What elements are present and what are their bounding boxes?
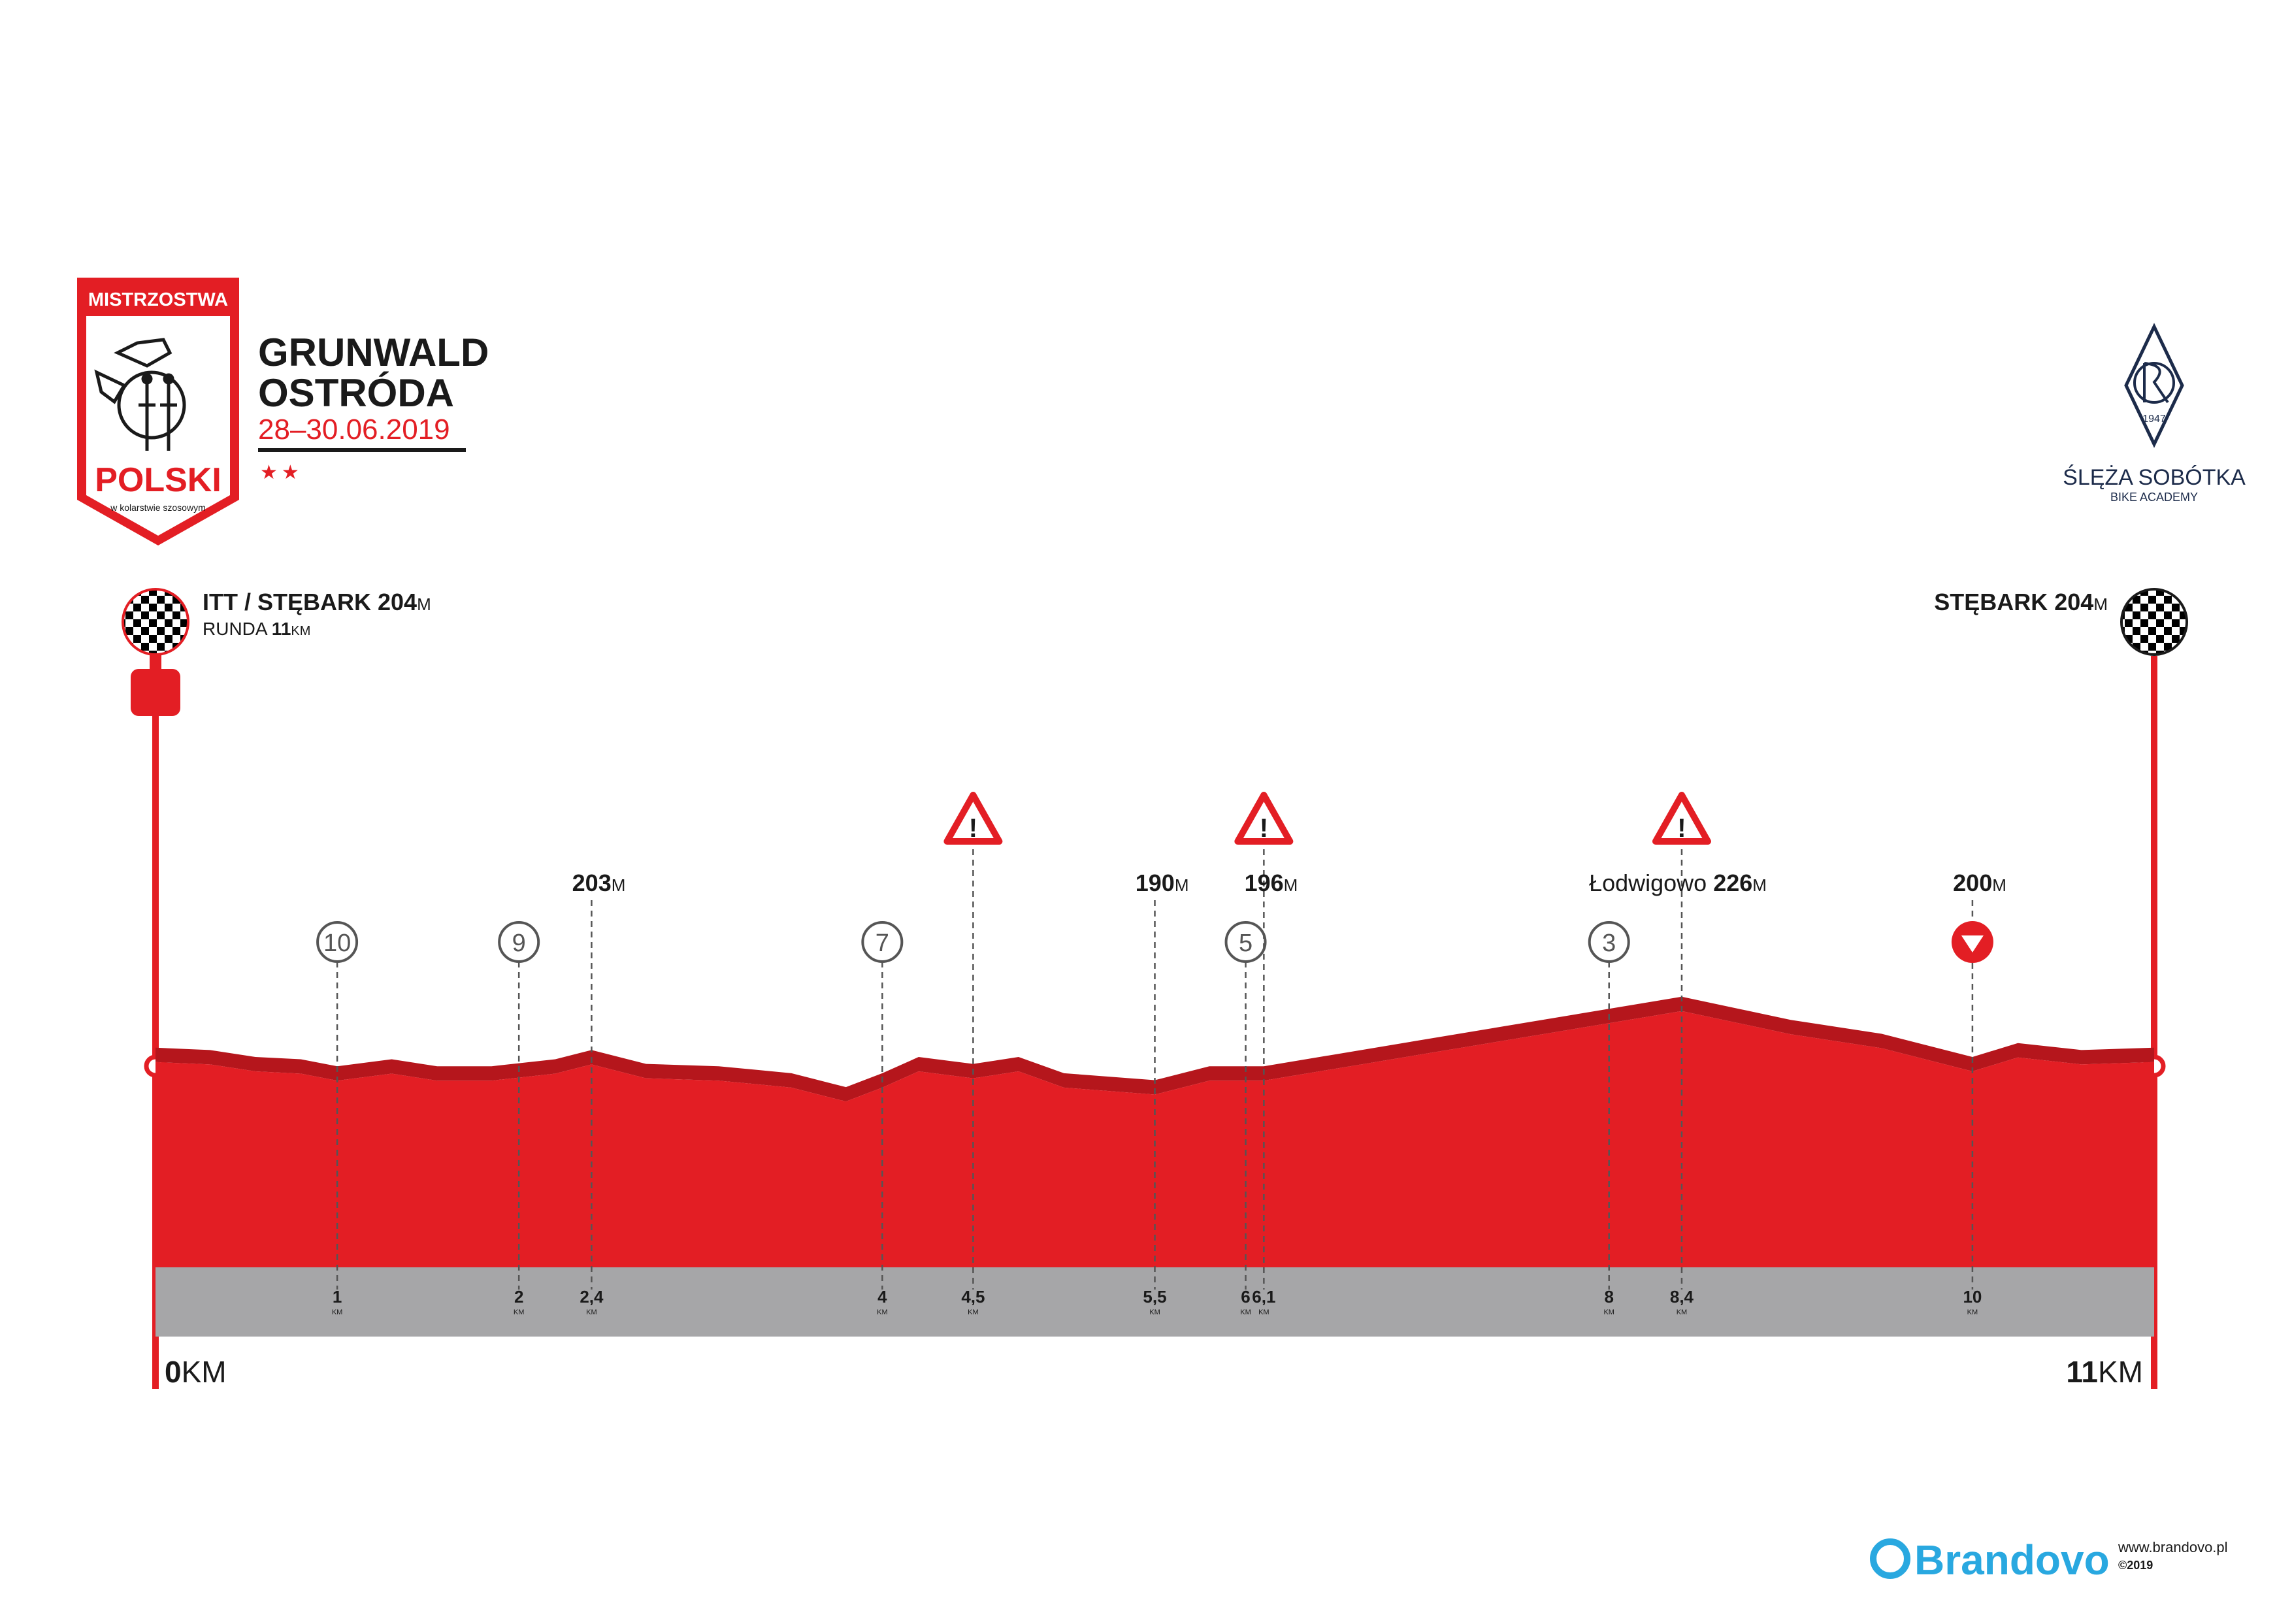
tick-unit: KM bbox=[514, 1308, 525, 1316]
elevation-label: 190M bbox=[1136, 869, 1189, 896]
logo-shield-inner bbox=[86, 316, 230, 536]
tick-label: 2,4 bbox=[580, 1287, 604, 1307]
tick-unit: KM bbox=[1258, 1308, 1269, 1316]
footer-copyright: ©2019 bbox=[2118, 1559, 2153, 1572]
warning-exclamation-icon: ! bbox=[969, 814, 977, 843]
tick-unit: KM bbox=[586, 1308, 597, 1316]
club-monogram-icon bbox=[2143, 362, 2169, 404]
start-name: ITT / STĘBARK 204M bbox=[203, 589, 431, 615]
event-dates: 28–30.06.2019 bbox=[258, 414, 450, 446]
tick-unit: KM bbox=[1677, 1308, 1688, 1316]
logo-main-text: POLSKI bbox=[95, 461, 221, 499]
tick-label: 8 bbox=[1604, 1287, 1613, 1307]
warning-exclamation-icon: ! bbox=[1260, 814, 1268, 843]
tick-unit: KM bbox=[1603, 1308, 1614, 1316]
finish-checkered-flag-icon bbox=[2123, 591, 2186, 653]
start-round: RUNDA 11KM bbox=[203, 619, 310, 639]
tick-unit: KM bbox=[332, 1308, 343, 1316]
countdown-label: 9 bbox=[512, 930, 526, 957]
tick-unit: KM bbox=[1149, 1308, 1160, 1316]
warning-triangle-icon bbox=[1652, 792, 1711, 845]
tick-label: 4,5 bbox=[961, 1287, 985, 1307]
tick-label: 1 bbox=[333, 1287, 342, 1307]
logo-sub-text: w kolarstwie szosowym bbox=[110, 502, 205, 513]
elevation-profile: 1KM102KM92,4KM203M4KM74,5KM!5,5KM190M6KM… bbox=[156, 792, 2154, 1337]
tick-label: 6,1 bbox=[1252, 1287, 1275, 1307]
brandovo-ring-icon bbox=[1870, 1538, 1910, 1579]
tick-label: 2 bbox=[514, 1287, 523, 1307]
footer-url: www.brandovo.pl bbox=[2118, 1539, 2228, 1555]
tick-unit: KM bbox=[1240, 1308, 1251, 1316]
tick-label: 4 bbox=[877, 1287, 887, 1307]
club-logo: 1947 ŚLĘŻA SOBÓTKA BIKE ACADEMY bbox=[2063, 323, 2246, 504]
distance-end: 11KM bbox=[2066, 1355, 2143, 1389]
countdown-circle-icon bbox=[498, 921, 540, 963]
countdown-label: 5 bbox=[1239, 930, 1252, 957]
club-year: 1947 bbox=[2142, 414, 2166, 425]
start-box-icon bbox=[131, 669, 180, 716]
warning-triangle-icon bbox=[943, 792, 1003, 845]
finish-name: STĘBARK 204M bbox=[1934, 589, 2108, 615]
profile-top-edge bbox=[156, 996, 2154, 1102]
countdown-circle-icon bbox=[861, 921, 904, 963]
elevation-label: 200M bbox=[1953, 869, 2006, 896]
tick-label: 8,4 bbox=[1670, 1287, 1694, 1307]
logo-top-text: MISTRZOSTWA bbox=[88, 289, 228, 310]
descent-arrow-icon bbox=[1961, 935, 1984, 952]
club-diamond-icon bbox=[2124, 323, 2184, 448]
checkered-flag-icon bbox=[124, 591, 187, 653]
start-connector bbox=[150, 653, 161, 670]
club-name: ŚLĘŻA SOBÓTKA bbox=[2063, 464, 2246, 490]
finish-pole bbox=[2151, 656, 2157, 1389]
countdown-circle-icon bbox=[1588, 921, 1630, 963]
countdown-circle-icon bbox=[316, 921, 359, 963]
cyclist-emblem-icon bbox=[94, 338, 186, 451]
brandovo-name: Brandovo bbox=[1914, 1536, 2110, 1583]
countdown-label: 7 bbox=[876, 930, 889, 957]
elevation-label: 196M bbox=[1245, 869, 1298, 896]
championship-logo: MISTRZOSTWA POLSKI w kolarstwie szosowym bbox=[77, 278, 239, 545]
elevation-label: Łodwigowo 226M bbox=[1589, 869, 1767, 896]
tick-unit: KM bbox=[1967, 1308, 1978, 1316]
tick-unit: KM bbox=[968, 1308, 979, 1316]
countdown-circle-icon bbox=[1224, 921, 1267, 963]
event-title-line1: GRUNWALD bbox=[258, 331, 489, 374]
countdown-label: 10 bbox=[323, 930, 351, 957]
distance-start: 0KM bbox=[165, 1355, 227, 1389]
profile-area bbox=[156, 1011, 2154, 1267]
tick-label: 5,5 bbox=[1143, 1287, 1166, 1307]
event-title-line2: OSTRÓDA bbox=[258, 371, 454, 415]
elevation-label: 203M bbox=[572, 869, 626, 896]
event-title-rule bbox=[258, 448, 466, 452]
club-ring-icon bbox=[2133, 362, 2175, 404]
tick-unit: KM bbox=[877, 1308, 888, 1316]
tick-label: 10 bbox=[1963, 1287, 1982, 1307]
tick-label: 6 bbox=[1241, 1287, 1250, 1307]
brandovo-logo: Brandovo bbox=[1870, 1536, 2110, 1583]
warning-triangle-icon bbox=[1234, 792, 1294, 845]
club-sub: BIKE ACADEMY bbox=[2110, 491, 2198, 504]
event-stars: ★★ bbox=[260, 462, 303, 483]
warning-exclamation-icon: ! bbox=[1677, 814, 1686, 843]
countdown-label: 3 bbox=[1602, 930, 1616, 957]
